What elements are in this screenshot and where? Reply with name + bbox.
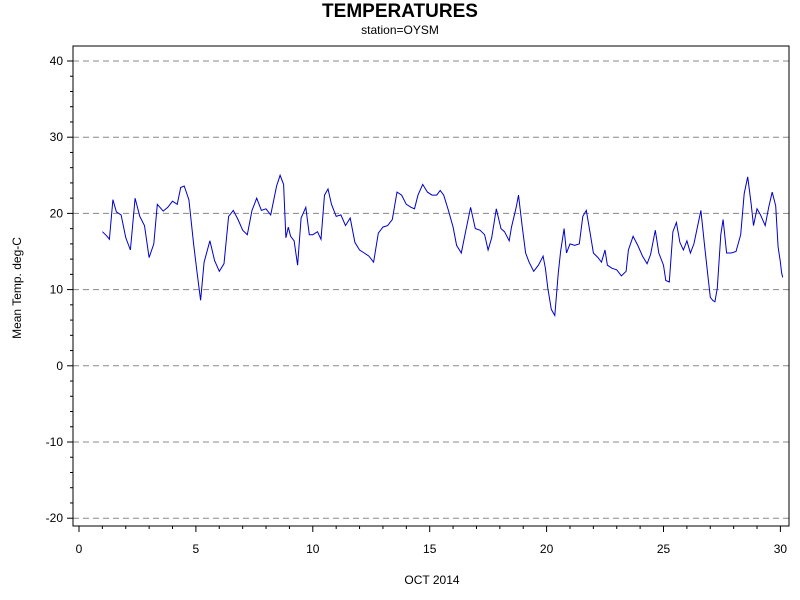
y-tick-label: -10 xyxy=(46,435,64,449)
y-tick-label: -20 xyxy=(46,511,64,525)
x-tick-label: 0 xyxy=(76,542,83,556)
x-tick-label: 5 xyxy=(193,542,200,556)
chart-title: TEMPERATURES xyxy=(322,1,478,22)
y-tick-label: 40 xyxy=(50,54,64,68)
y-tick-label: 0 xyxy=(56,359,63,373)
y-axis: -20 -10 0 10 20 30 40 xyxy=(46,54,73,525)
chart-subtitle: station=OYSM xyxy=(361,23,439,37)
x-tick-label: 30 xyxy=(774,542,788,556)
x-tick-label: 10 xyxy=(306,542,320,556)
grid-lines xyxy=(73,60,789,519)
series-line xyxy=(102,173,784,318)
y-tick-label: 20 xyxy=(50,206,64,220)
x-axis: 0 5 10 15 20 25 30 xyxy=(76,526,788,556)
x-axis-label: OCT 2014 xyxy=(404,573,459,587)
x-tick-label: 25 xyxy=(657,542,671,556)
plot-frame xyxy=(72,45,790,527)
x-tick-label: 20 xyxy=(540,542,554,556)
y-tick-label: 10 xyxy=(50,283,64,297)
x-tick-label: 15 xyxy=(423,542,437,556)
y-tick-label: 30 xyxy=(50,130,64,144)
y-axis-label: Mean Temp. deg-C xyxy=(10,237,24,339)
